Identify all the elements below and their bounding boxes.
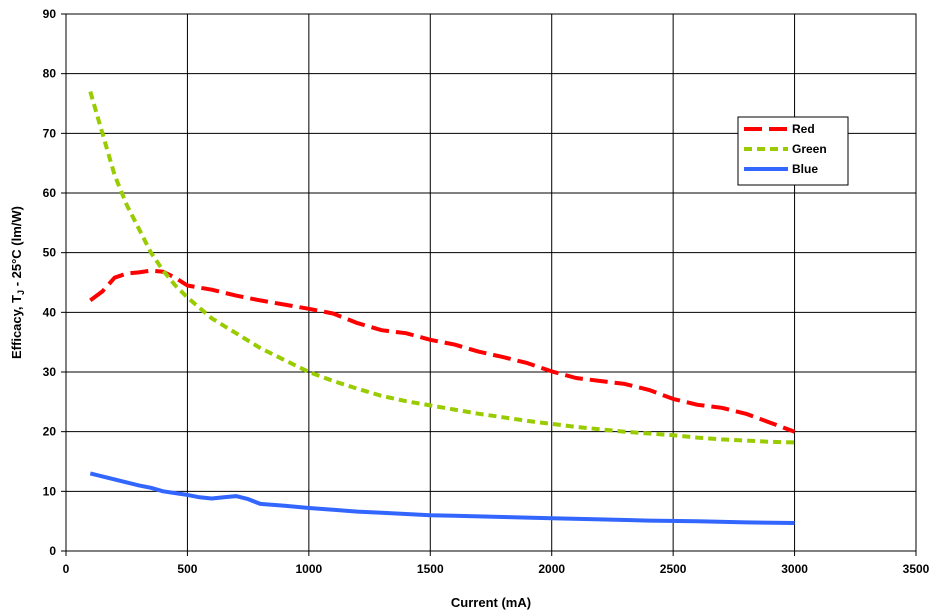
legend: Red Green Blue — [737, 116, 849, 186]
series-line-green — [88, 91, 795, 445]
y-axis-title: Efficacy, TJ - 25°C (lm/W) — [9, 206, 26, 359]
grid-lines — [65, 13, 917, 552]
x-axis-title: Current (mA) — [451, 595, 531, 610]
y-tick-label: 90 — [43, 7, 57, 21]
y-tick-label: 60 — [43, 186, 57, 200]
y-axis-title-main: Efficacy, T — [9, 295, 24, 359]
x-axis-ticks: 0 500 1000 1500 2000 2500 3000 3500 — [63, 551, 930, 576]
y-axis-title-tail: - 25°C (lm/W) — [9, 206, 24, 290]
x-tick-label: 2000 — [538, 562, 565, 576]
y-tick-label: 70 — [43, 126, 57, 140]
series-lines — [88, 91, 796, 525]
y-tick-label: 50 — [43, 246, 57, 260]
x-tick-label: 3000 — [781, 562, 808, 576]
x-tick-label: 2500 — [660, 562, 687, 576]
y-tick-label: 10 — [43, 484, 57, 498]
legend-label-green: Green — [792, 142, 827, 156]
y-axis-title-subscript: J — [16, 290, 26, 295]
y-tick-label: 20 — [43, 425, 57, 439]
plot-area — [65, 13, 917, 552]
x-tick-label: 500 — [177, 562, 197, 576]
y-tick-label: 80 — [43, 67, 57, 81]
y-tick-label: 30 — [43, 365, 57, 379]
legend-label-blue: Blue — [792, 162, 818, 176]
x-tick-label: 3500 — [903, 562, 930, 576]
y-tick-label: 0 — [49, 544, 56, 558]
y-axis-ticks: 0 10 20 30 40 50 60 70 80 90 — [43, 7, 66, 558]
x-tick-label: 1000 — [296, 562, 323, 576]
x-tick-label: 0 — [63, 562, 70, 576]
x-tick-label: 1500 — [417, 562, 444, 576]
series-line-red — [89, 268, 796, 434]
legend-label-red: Red — [792, 122, 815, 136]
y-tick-label: 40 — [43, 305, 57, 319]
series-line-blue — [89, 471, 795, 525]
